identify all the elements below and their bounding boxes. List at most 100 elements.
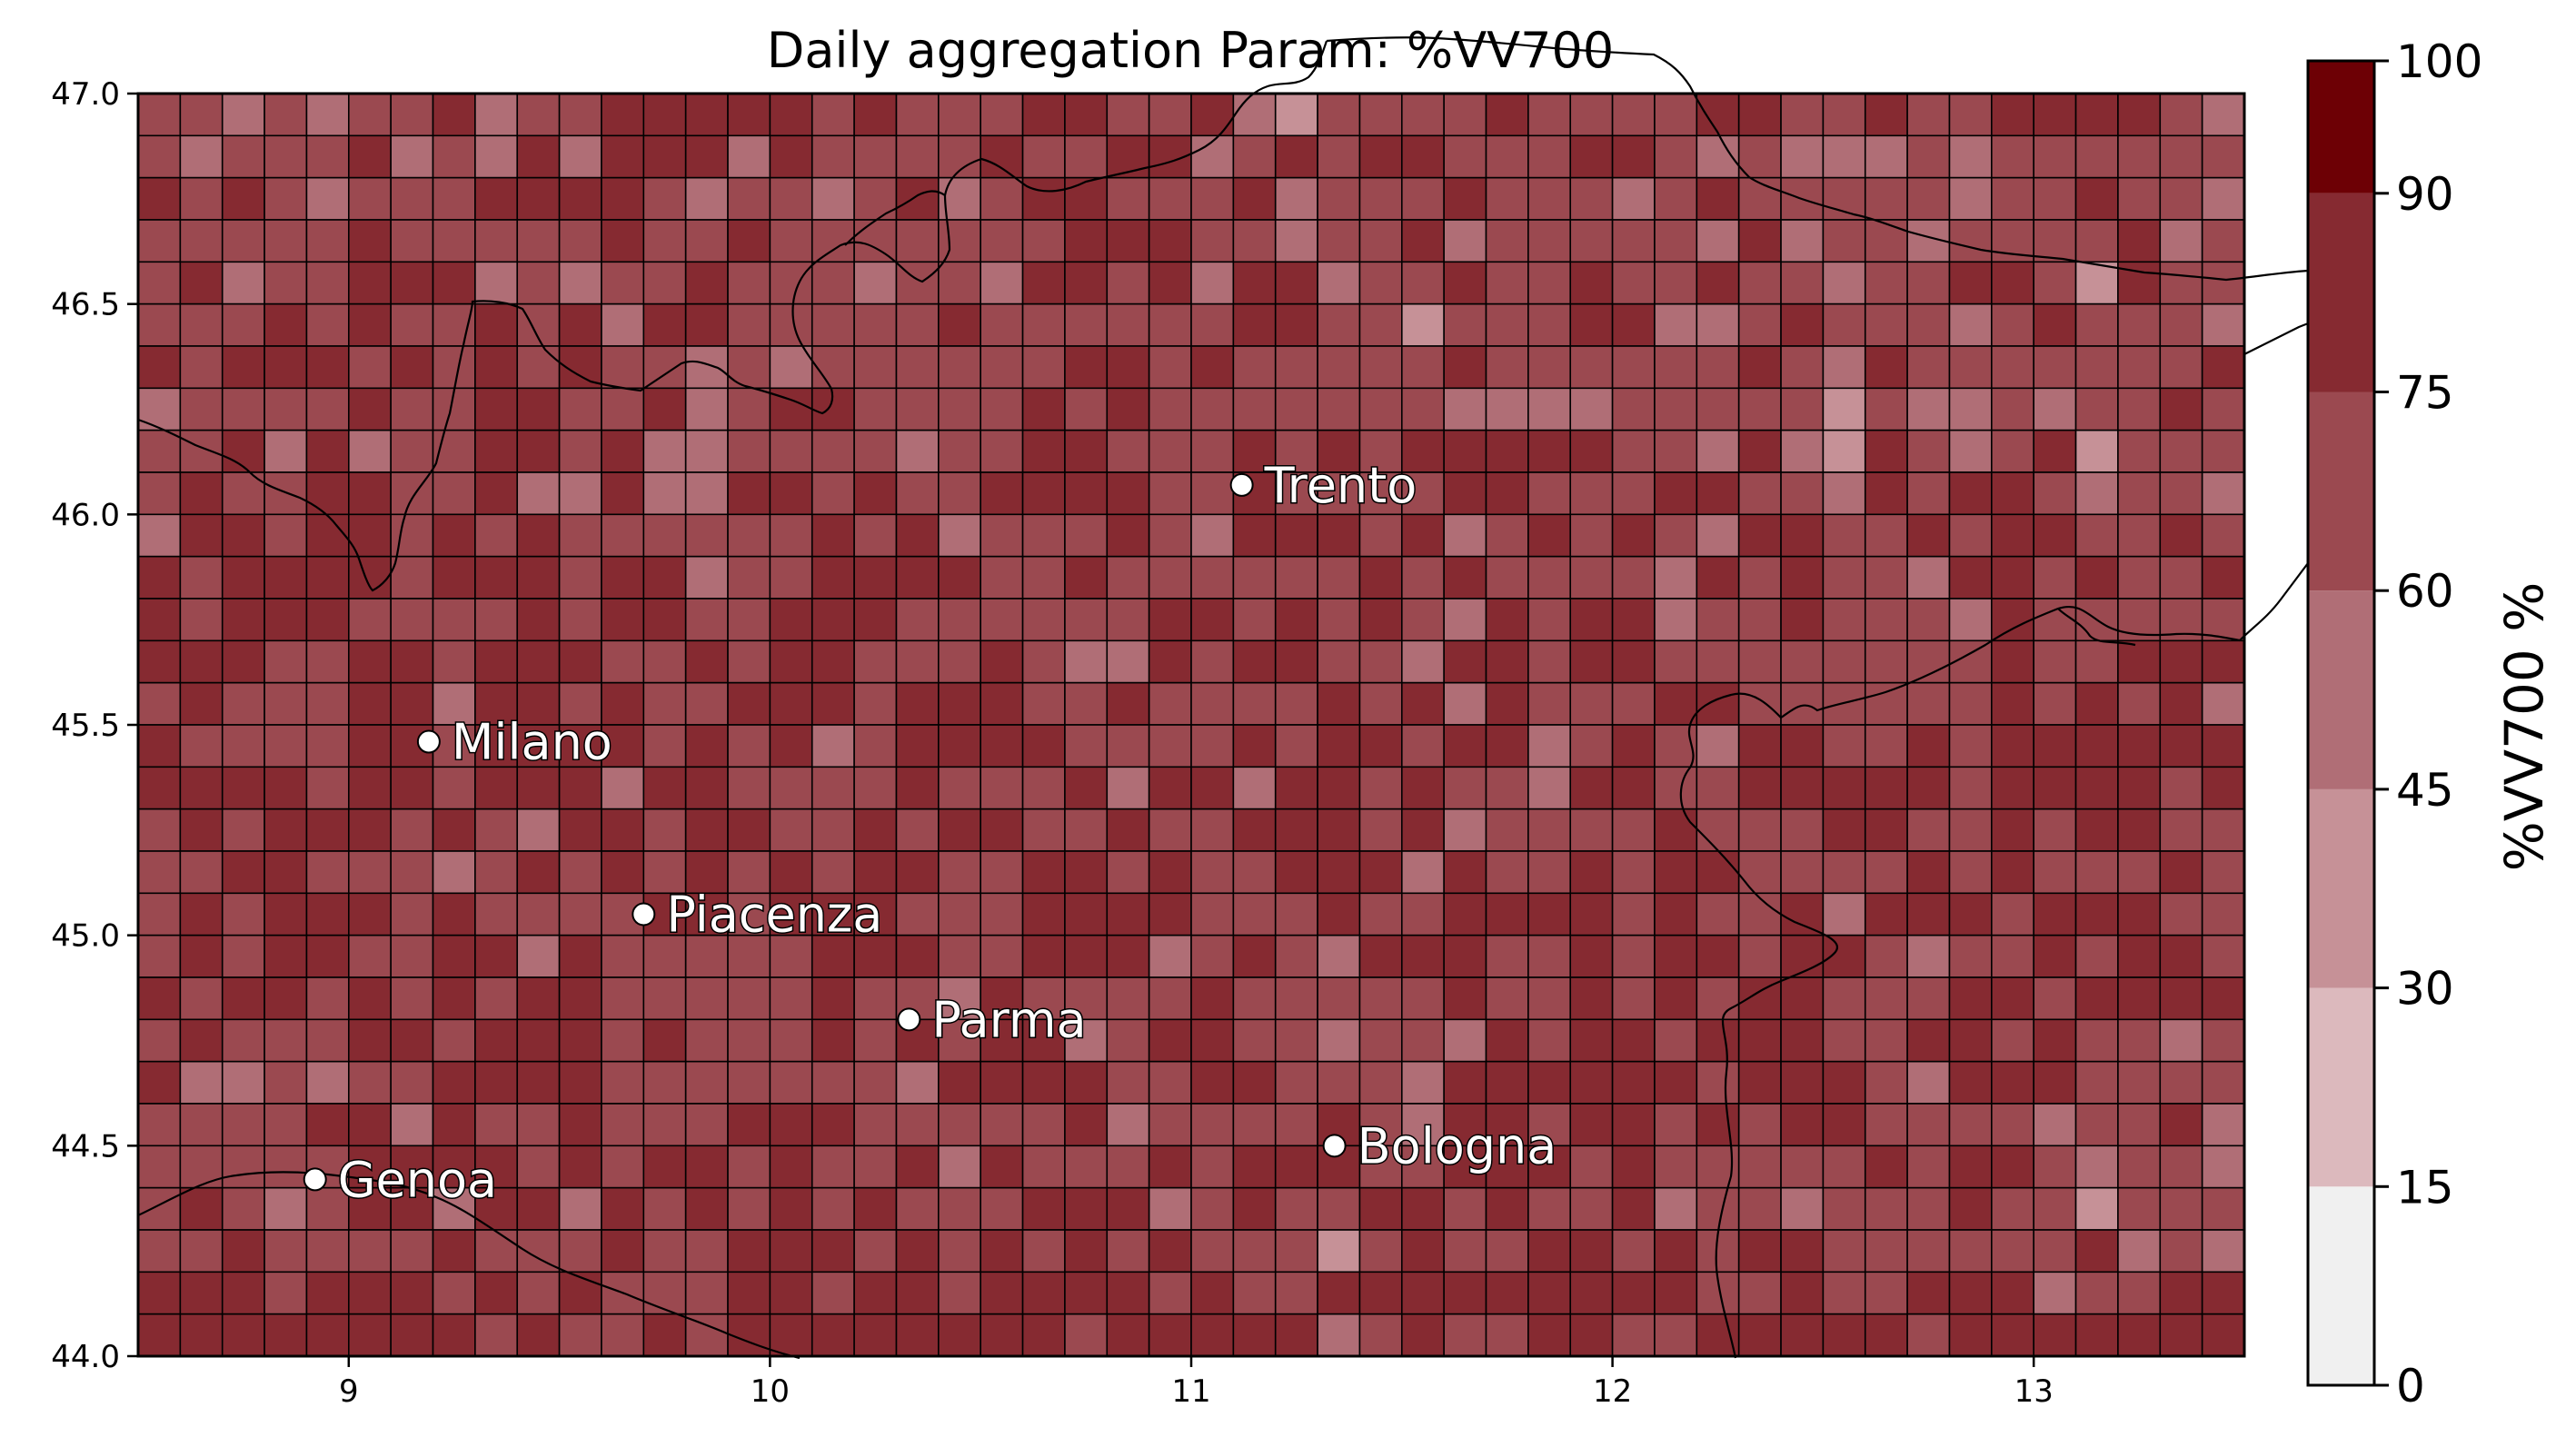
heatmap-cell xyxy=(601,513,645,558)
y-tick-label: 44.0 xyxy=(51,1339,120,1375)
heatmap-cell xyxy=(811,176,855,221)
heatmap-cell xyxy=(1358,471,1403,516)
heatmap-cell xyxy=(1021,766,1066,810)
heatmap-cell xyxy=(347,1229,392,1273)
heatmap-cell xyxy=(1906,1060,1951,1105)
heatmap-cell xyxy=(1190,976,1235,1021)
heatmap-cell xyxy=(1021,429,1066,473)
heatmap-cell xyxy=(1948,1186,1993,1231)
heatmap-cell xyxy=(1443,93,1487,137)
heatmap-cell xyxy=(1991,766,2035,810)
heatmap-cell xyxy=(1148,808,1192,852)
heatmap-cell xyxy=(264,976,308,1021)
heatmap-cell xyxy=(1696,850,1740,895)
heatmap-cell xyxy=(1611,850,1656,895)
heatmap-cell xyxy=(1906,1229,1951,1273)
heatmap-cell xyxy=(601,681,645,726)
colorbar-tick-label: 75 xyxy=(2396,367,2454,420)
heatmap-cell xyxy=(558,134,602,179)
heatmap-cell xyxy=(1991,513,2035,558)
heatmap-cell xyxy=(558,639,602,684)
heatmap-cell xyxy=(347,1313,392,1357)
heatmap-cell xyxy=(1906,513,1951,558)
heatmap-cell xyxy=(1611,892,1656,937)
heatmap-cell xyxy=(895,598,940,642)
heatmap-cell xyxy=(1317,724,1361,768)
heatmap-cell xyxy=(1654,808,1698,852)
heatmap-cell xyxy=(1232,345,1277,390)
heatmap-cell xyxy=(137,808,182,852)
heatmap-cell xyxy=(1401,892,1445,937)
heatmap-cell xyxy=(1611,808,1656,852)
heatmap-cell xyxy=(2201,261,2245,305)
heatmap-cell xyxy=(938,934,981,978)
heatmap-cell xyxy=(347,93,392,137)
heatmap-cell xyxy=(1401,429,1445,473)
heatmap-cell xyxy=(558,766,602,810)
heatmap-cell xyxy=(1148,681,1192,726)
x-tick-label: 10 xyxy=(751,1373,790,1410)
heatmap-cell xyxy=(1485,176,1529,221)
heatmap-cell xyxy=(684,176,729,221)
heatmap-cell xyxy=(1569,1186,1614,1231)
heatmap-cell xyxy=(727,1018,771,1063)
heatmap-cell xyxy=(1401,639,1445,684)
heatmap-cell xyxy=(727,387,771,431)
heatmap-cell xyxy=(980,892,1024,937)
heatmap-cell xyxy=(2033,1186,2077,1231)
heatmap-cell xyxy=(2117,808,2162,852)
heatmap-cell xyxy=(980,387,1024,431)
heatmap-cell xyxy=(601,429,645,473)
colorbar-tick-label: 90 xyxy=(2396,168,2454,221)
heatmap-cell xyxy=(1864,850,1908,895)
heatmap-cell xyxy=(1317,766,1361,810)
heatmap-cell xyxy=(895,302,940,347)
heatmap-cell xyxy=(1358,176,1403,221)
heatmap-cell xyxy=(1737,1145,1782,1189)
heatmap-cell xyxy=(2201,724,2245,768)
heatmap-cell xyxy=(1190,176,1235,221)
heatmap-cell xyxy=(1611,429,1656,473)
heatmap-cell xyxy=(601,134,645,179)
heatmap-cell xyxy=(1401,345,1445,390)
heatmap-cell xyxy=(2033,345,2077,390)
heatmap-cell xyxy=(558,429,602,473)
heatmap-cell xyxy=(1358,1018,1403,1063)
heatmap-cell xyxy=(1527,766,1572,810)
heatmap-cell xyxy=(347,1018,392,1063)
heatmap-cell xyxy=(2159,850,2203,895)
heatmap-cell xyxy=(1780,1145,1825,1189)
heatmap-cell xyxy=(642,1060,687,1105)
heatmap-cell xyxy=(684,1271,729,1315)
heatmap-cell xyxy=(137,176,182,221)
heatmap-cell xyxy=(1021,1229,1066,1273)
heatmap-cell xyxy=(2033,724,2077,768)
heatmap-cell xyxy=(727,513,771,558)
heatmap-cell xyxy=(1021,681,1066,726)
heatmap-cell xyxy=(2117,471,2162,516)
heatmap-cell xyxy=(1106,1018,1150,1063)
heatmap-cell xyxy=(811,1060,855,1105)
heatmap-cell xyxy=(1822,1103,1866,1147)
heatmap-cell xyxy=(1737,471,1782,516)
heatmap-cell xyxy=(980,976,1024,1021)
heatmap-cell xyxy=(1527,976,1572,1021)
heatmap-cell xyxy=(938,471,981,516)
heatmap-cell xyxy=(347,387,392,431)
heatmap-cell xyxy=(264,261,308,305)
heatmap-cell xyxy=(1569,766,1614,810)
heatmap-cell xyxy=(1401,808,1445,852)
heatmap-cell xyxy=(474,892,519,937)
heatmap-cell xyxy=(1611,766,1656,810)
heatmap-cell xyxy=(684,808,729,852)
border-west xyxy=(137,40,1328,592)
heatmap-cell xyxy=(474,1060,519,1105)
heatmap-cell xyxy=(938,219,981,263)
colorbar-segment xyxy=(2308,987,2374,1187)
heatmap-cell xyxy=(2074,134,2119,179)
heatmap-cell xyxy=(2201,1018,2245,1063)
heatmap-cell xyxy=(1654,387,1698,431)
heatmap-cell xyxy=(642,1271,687,1315)
heatmap-cell xyxy=(179,429,224,473)
heatmap-cell xyxy=(1991,598,2035,642)
